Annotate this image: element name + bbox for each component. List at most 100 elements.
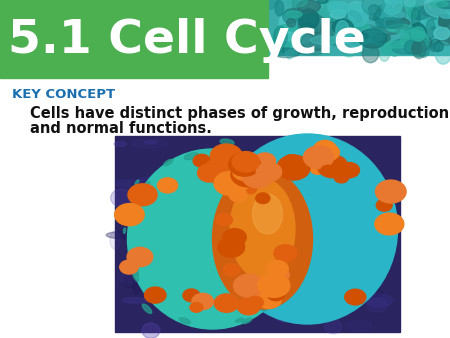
- Ellipse shape: [236, 318, 243, 322]
- Ellipse shape: [382, 0, 402, 15]
- Ellipse shape: [363, 0, 390, 12]
- Ellipse shape: [269, 34, 285, 47]
- Ellipse shape: [317, 144, 339, 161]
- Ellipse shape: [212, 169, 312, 309]
- Ellipse shape: [256, 290, 282, 309]
- Ellipse shape: [231, 239, 256, 243]
- Ellipse shape: [114, 142, 126, 146]
- Ellipse shape: [323, 37, 343, 44]
- Ellipse shape: [373, 33, 390, 43]
- Text: Cells have distinct phases of growth, reproduction,: Cells have distinct phases of growth, re…: [30, 106, 450, 121]
- Ellipse shape: [427, 0, 448, 13]
- Ellipse shape: [436, 23, 450, 46]
- Ellipse shape: [264, 48, 273, 62]
- Ellipse shape: [168, 163, 176, 169]
- Ellipse shape: [198, 164, 222, 182]
- Ellipse shape: [328, 2, 350, 15]
- Ellipse shape: [342, 45, 358, 51]
- Ellipse shape: [430, 19, 447, 31]
- Ellipse shape: [389, 42, 400, 56]
- Ellipse shape: [242, 164, 274, 188]
- Ellipse shape: [127, 149, 297, 329]
- Ellipse shape: [436, 17, 450, 25]
- Ellipse shape: [274, 245, 297, 262]
- Ellipse shape: [204, 266, 232, 283]
- Ellipse shape: [291, 33, 311, 43]
- Ellipse shape: [375, 180, 406, 203]
- Ellipse shape: [120, 260, 138, 274]
- Ellipse shape: [430, 39, 441, 52]
- Ellipse shape: [158, 225, 179, 231]
- Ellipse shape: [230, 158, 251, 176]
- Ellipse shape: [349, 287, 383, 298]
- Ellipse shape: [414, 47, 424, 57]
- Ellipse shape: [232, 152, 259, 172]
- Ellipse shape: [124, 214, 130, 222]
- Ellipse shape: [327, 166, 339, 187]
- Ellipse shape: [433, 42, 443, 51]
- Ellipse shape: [116, 180, 149, 187]
- Ellipse shape: [132, 140, 167, 148]
- Ellipse shape: [432, 3, 450, 25]
- Ellipse shape: [298, 14, 326, 34]
- Ellipse shape: [288, 0, 307, 7]
- Ellipse shape: [373, 26, 400, 35]
- Ellipse shape: [286, 29, 311, 45]
- Ellipse shape: [220, 139, 234, 145]
- Ellipse shape: [345, 320, 372, 332]
- Ellipse shape: [327, 148, 347, 168]
- Ellipse shape: [435, 42, 450, 64]
- Ellipse shape: [184, 153, 198, 160]
- Ellipse shape: [190, 303, 203, 312]
- Ellipse shape: [357, 28, 382, 43]
- Ellipse shape: [264, 296, 274, 304]
- Ellipse shape: [297, 202, 304, 214]
- Ellipse shape: [212, 172, 232, 187]
- Ellipse shape: [367, 6, 375, 18]
- Ellipse shape: [282, 155, 302, 169]
- Ellipse shape: [362, 0, 384, 15]
- Ellipse shape: [279, 15, 288, 31]
- Ellipse shape: [441, 13, 450, 19]
- Ellipse shape: [368, 26, 386, 42]
- Ellipse shape: [205, 158, 235, 181]
- Ellipse shape: [384, 16, 400, 31]
- Ellipse shape: [355, 284, 363, 301]
- Ellipse shape: [405, 40, 419, 54]
- Ellipse shape: [408, 7, 431, 20]
- Ellipse shape: [231, 162, 264, 187]
- Ellipse shape: [412, 42, 423, 54]
- Ellipse shape: [298, 9, 319, 29]
- Ellipse shape: [273, 302, 295, 322]
- Ellipse shape: [280, 224, 310, 231]
- Ellipse shape: [139, 176, 168, 185]
- Ellipse shape: [405, 0, 415, 6]
- Ellipse shape: [358, 30, 377, 49]
- Ellipse shape: [268, 41, 282, 55]
- Ellipse shape: [391, 39, 418, 54]
- Ellipse shape: [263, 305, 270, 311]
- Ellipse shape: [349, 40, 373, 48]
- Ellipse shape: [164, 159, 173, 166]
- Ellipse shape: [377, 10, 405, 19]
- Ellipse shape: [320, 22, 338, 36]
- Ellipse shape: [133, 275, 140, 295]
- Ellipse shape: [115, 203, 144, 226]
- Bar: [115, 136, 400, 332]
- Ellipse shape: [144, 140, 157, 144]
- Ellipse shape: [214, 294, 239, 312]
- Ellipse shape: [339, 237, 368, 245]
- Bar: [0, 0, 268, 78]
- Ellipse shape: [297, 20, 313, 34]
- Ellipse shape: [334, 172, 349, 183]
- Ellipse shape: [229, 152, 261, 176]
- Ellipse shape: [123, 228, 126, 233]
- Ellipse shape: [408, 0, 418, 19]
- Ellipse shape: [298, 48, 324, 55]
- Ellipse shape: [275, 0, 284, 16]
- Ellipse shape: [387, 24, 413, 32]
- Ellipse shape: [301, 32, 330, 50]
- Ellipse shape: [285, 11, 302, 18]
- Ellipse shape: [142, 323, 160, 338]
- Ellipse shape: [217, 134, 397, 324]
